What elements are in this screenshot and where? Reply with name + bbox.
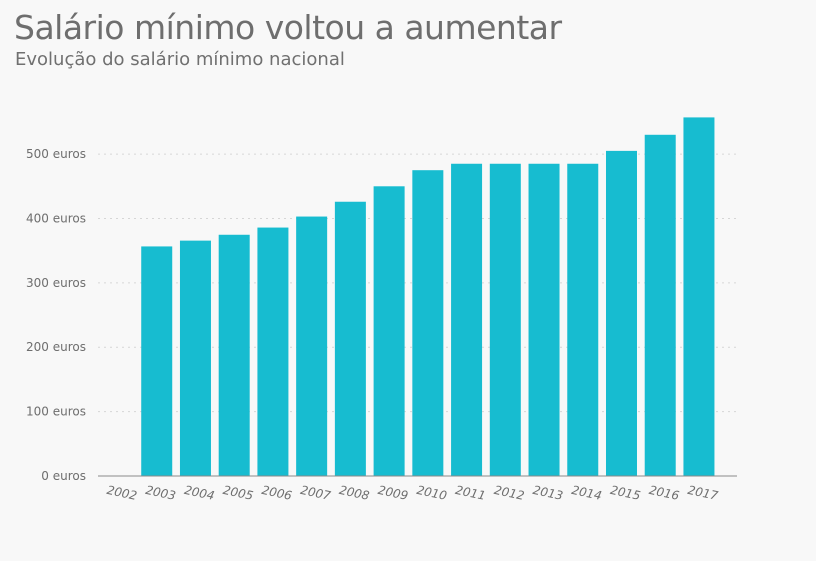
x-tick-label: 2002 — [105, 483, 138, 503]
bar-2016 — [644, 134, 676, 476]
bar-2006 — [257, 227, 289, 476]
chart-subtitle: Evolução do salário mínimo nacional — [15, 49, 345, 70]
y-tick-label: 200 euros — [26, 340, 86, 354]
bar-2011 — [451, 163, 483, 476]
y-tick-label: 500 euros — [26, 147, 86, 161]
bars — [141, 117, 715, 477]
bar-2007 — [296, 216, 328, 477]
x-tick-label: 2016 — [648, 483, 681, 503]
x-tick-label: 2009 — [377, 483, 410, 503]
y-tick-label: 300 euros — [26, 276, 86, 290]
y-tick-label: 100 euros — [26, 405, 86, 419]
x-tick-label: 2003 — [144, 483, 177, 503]
bar-2005 — [218, 234, 250, 476]
x-tick-label: 2005 — [222, 483, 255, 503]
bar-2015 — [605, 150, 637, 477]
x-tick-label: 2012 — [493, 483, 526, 503]
bar-2013 — [528, 163, 560, 476]
y-tick-label: 400 euros — [26, 211, 86, 225]
x-tick-label: 2004 — [183, 483, 216, 503]
x-tick-label: 2007 — [299, 483, 332, 503]
bar-2012 — [489, 163, 521, 476]
y-axis-tick-labels: 0 euros 100 euros 200 euros 300 euros 400 eu… — [26, 147, 86, 483]
bar-2008 — [334, 201, 366, 476]
x-axis-tick-labels: 2002 2003 2004 2005 2006 2007 2008 2009 2010 2011… — [105, 483, 719, 503]
bar-2003 — [141, 246, 173, 476]
x-tick-label: 2011 — [454, 483, 487, 503]
bar-2014 — [567, 163, 599, 476]
x-tick-label: 2008 — [338, 483, 371, 503]
bar-2004 — [179, 240, 211, 476]
x-tick-label: 2017 — [686, 483, 719, 503]
y-tick-label: 0 euros — [41, 469, 86, 483]
bar-2017 — [683, 117, 715, 477]
bar-2010 — [412, 170, 444, 476]
x-tick-label: 2014 — [570, 483, 603, 503]
x-tick-label: 2010 — [415, 483, 448, 503]
chart-title: Salário mínimo voltou a aumentar — [14, 8, 562, 47]
x-tick-label: 2006 — [260, 483, 293, 503]
bar-2009 — [373, 186, 405, 477]
x-tick-label: 2015 — [609, 483, 642, 503]
x-tick-label: 2013 — [532, 483, 565, 503]
